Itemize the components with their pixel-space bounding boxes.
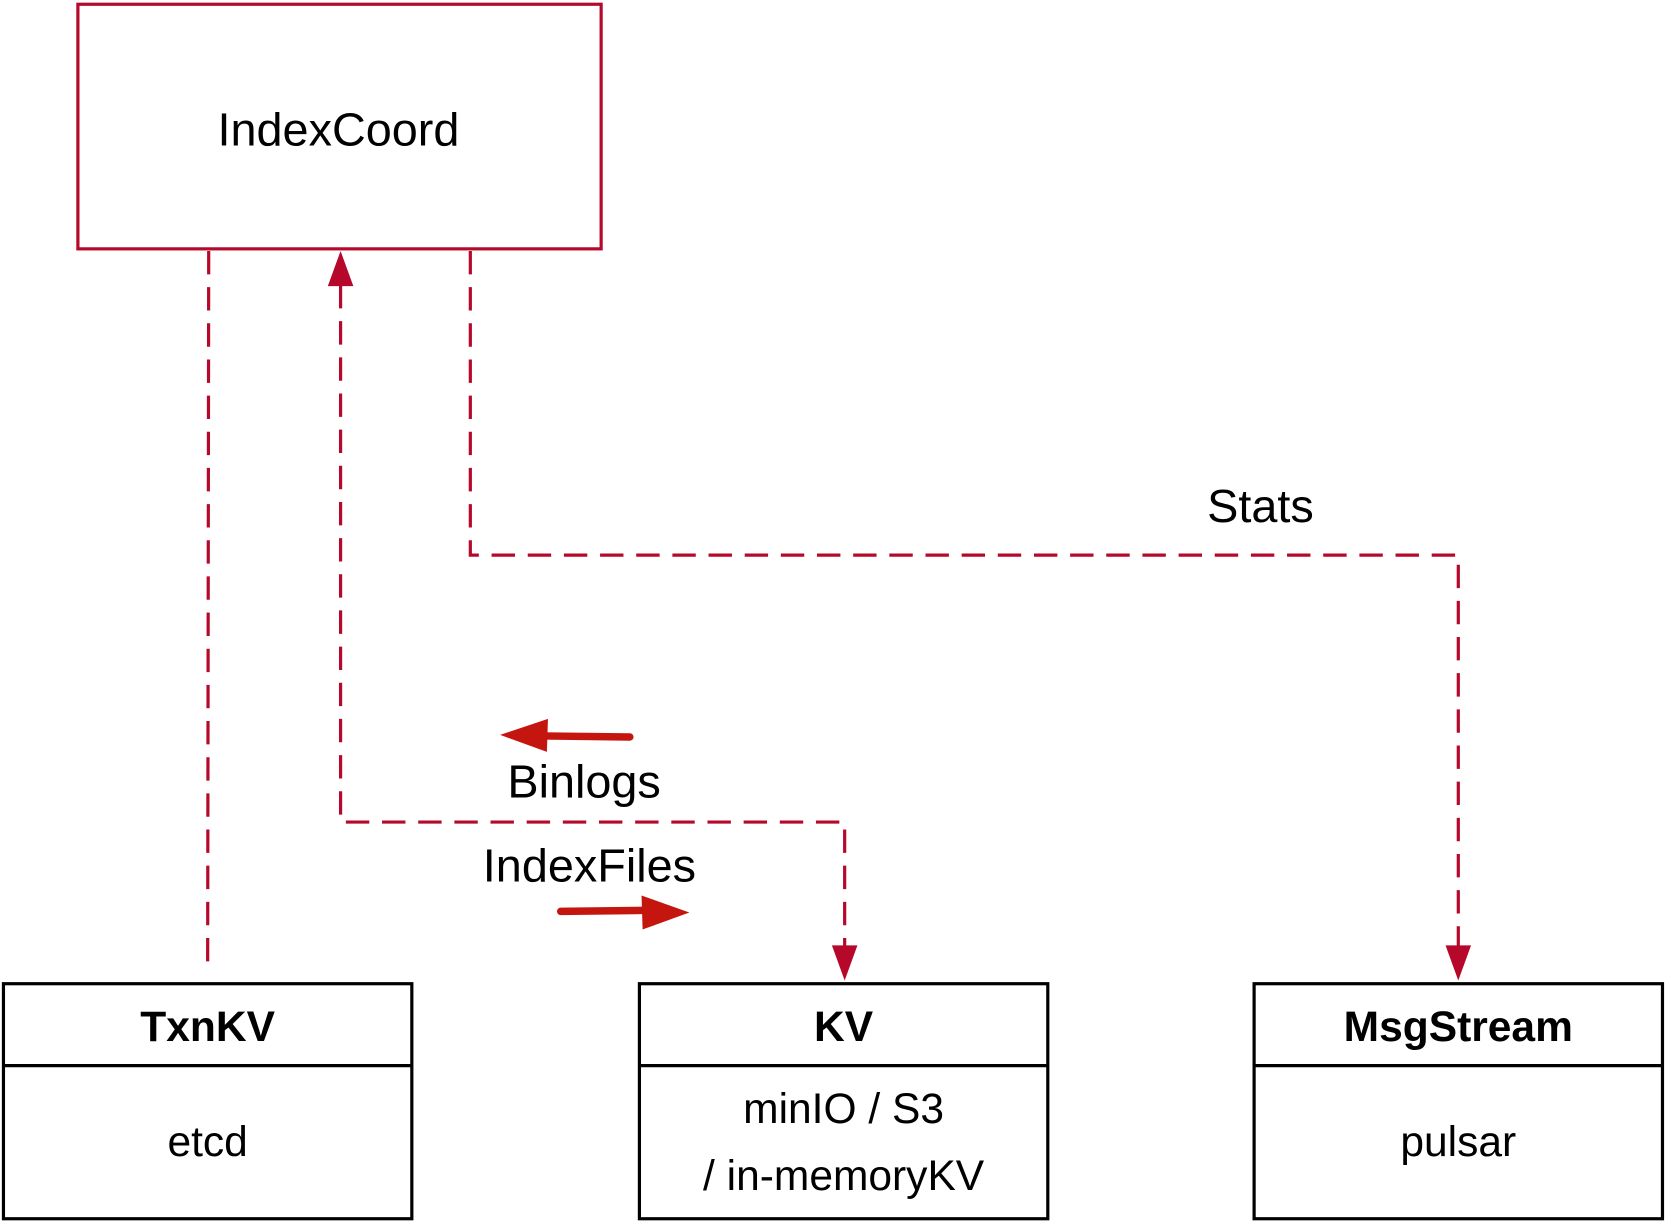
store-title: MsgStream: [1344, 1003, 1573, 1051]
arrow-right-icon: [556, 895, 690, 930]
stats-connector: [468, 250, 1460, 952]
store-title: KV: [814, 1003, 874, 1051]
store-title: TxnKV: [140, 1003, 275, 1051]
index-coord-node: IndexCoord: [76, 2, 603, 251]
store-box: [1, 982, 414, 1221]
store-node-txnkv: TxnKV etcd: [1, 982, 414, 1221]
txnkv-connector: [206, 250, 211, 974]
binlogs-connector: [338, 285, 847, 952]
store-detail: pulsar: [1400, 1118, 1516, 1166]
store-node-kv: KV minIO / S3 / in-memoryKV: [637, 982, 1050, 1221]
arrowhead-up-icon: [327, 250, 354, 287]
arrowhead-down-icon: [831, 945, 858, 981]
store-box: [637, 982, 1050, 1221]
indexfiles-label: IndexFiles: [483, 840, 696, 892]
store-detail: minIO / S3: [743, 1085, 944, 1133]
index-coord-label: IndexCoord: [218, 104, 460, 156]
store-detail: / in-memoryKV: [703, 1152, 985, 1200]
stats-label: Stats: [1207, 480, 1314, 532]
store-box: [1252, 982, 1665, 1221]
arrowhead-down-icon: [1445, 945, 1472, 981]
binlogs-label: Binlogs: [507, 756, 660, 808]
store-detail: etcd: [167, 1118, 247, 1166]
arrow-left-icon: [500, 718, 634, 752]
store-node-msgstream: MsgStream pulsar: [1252, 982, 1665, 1221]
